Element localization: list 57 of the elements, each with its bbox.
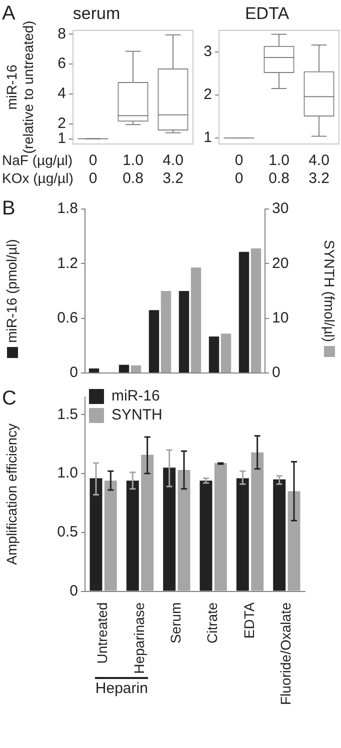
x-tick-label: Serum: [168, 602, 184, 644]
y-tick-label: 0: [70, 364, 78, 382]
y-tick-label: 1.8: [57, 200, 78, 218]
x-tick-label: 0 0: [234, 152, 244, 188]
x-tick-label: Citrate: [204, 602, 220, 644]
y2-tick-label: 20: [272, 254, 289, 272]
x-tick-label: 0 0: [88, 152, 98, 188]
y-tick-label: 6: [58, 55, 66, 72]
bar: [163, 468, 176, 591]
text: NaF (µg/µl): [2, 152, 73, 168]
x-tick-label: 1.0 0.8: [268, 152, 290, 188]
x-tick-label: 4.0 3.2: [308, 152, 330, 188]
bar: [126, 480, 139, 591]
y2-tick-label: 30: [272, 200, 289, 218]
bar: [236, 478, 249, 591]
y-axis-title: Amplification efficiency: [3, 423, 20, 565]
y-tick-label: 0: [70, 582, 78, 600]
y-tick-label: 0.6: [57, 309, 78, 326]
bar: [141, 454, 154, 591]
x-tick-label: Fluoride/Oxalate: [278, 602, 294, 705]
y-tick-label: 1.5: [57, 406, 78, 423]
bar: [104, 480, 117, 591]
chart-title: serum: [72, 4, 120, 23]
bar: [214, 462, 227, 591]
y2-tick-label: 0: [272, 364, 280, 382]
bar: [200, 480, 212, 591]
x-tick-label: EDTA: [240, 602, 257, 639]
text: KOx (µg/µl): [2, 170, 74, 186]
y-tick-label: 1: [58, 130, 66, 147]
y-tick-label: 1: [204, 129, 212, 146]
y-tick-label: 4: [58, 85, 66, 102]
y-tick-label: 3: [204, 43, 212, 60]
bar: [88, 368, 100, 372]
y-tick-label: 1.0: [57, 464, 78, 482]
text: Heparin: [95, 680, 148, 697]
bar: [90, 478, 102, 591]
y-tick-label: 2: [204, 86, 212, 104]
x-tick-label: Heparinase: [130, 602, 147, 674]
bar: [178, 470, 190, 591]
y-axis-title: miR-16 (pmol/µl): [3, 239, 20, 343]
chart-title: EDTA: [244, 4, 290, 23]
y-tick-label: 1.2: [57, 254, 78, 272]
legend-label: miR-16: [112, 388, 160, 405]
text: B: [2, 198, 16, 220]
text: C: [2, 388, 16, 410]
y2-axis-title: SYNTH (fmol/µl): [322, 240, 338, 342]
bar: [251, 452, 264, 591]
y-tick-label: 0.5: [57, 524, 78, 541]
x-tick-label: 1.0 0.8: [122, 152, 144, 188]
y-tick-label: 2: [58, 114, 66, 132]
bar: [288, 491, 300, 591]
legend-label: SYNTH: [112, 406, 162, 424]
x-tick-label: Untreated: [94, 602, 110, 664]
bar: [273, 479, 286, 591]
y-tick-label: 8: [58, 25, 66, 42]
y2-tick-label: 10: [272, 309, 289, 326]
x-tick-label: 4.0 3.2: [162, 152, 184, 188]
